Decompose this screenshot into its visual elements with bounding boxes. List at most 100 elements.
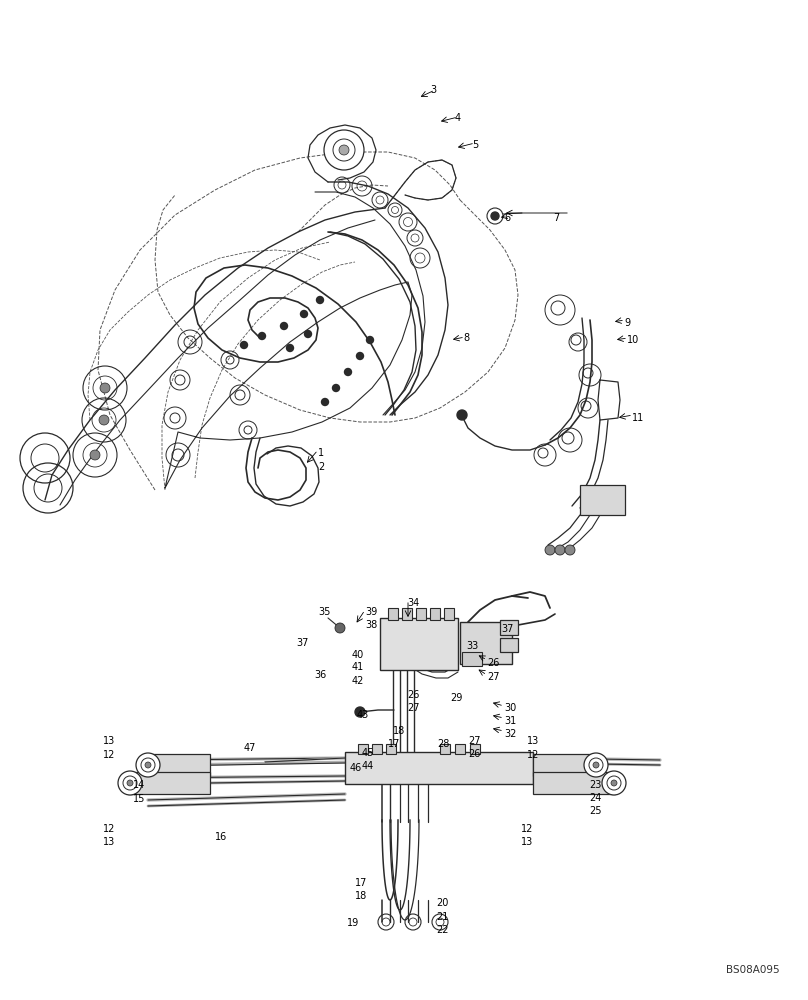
Circle shape: [241, 342, 247, 349]
Bar: [580, 485, 625, 515]
Bar: [388, 608, 398, 620]
Text: 47: 47: [244, 743, 256, 753]
Bar: [462, 652, 482, 666]
Text: 35: 35: [318, 607, 330, 617]
Text: 9: 9: [624, 318, 630, 328]
Circle shape: [333, 384, 339, 391]
Circle shape: [367, 336, 373, 344]
Circle shape: [593, 762, 599, 768]
Circle shape: [287, 344, 293, 352]
Text: 13: 13: [103, 837, 116, 847]
Text: 44: 44: [362, 761, 374, 771]
Circle shape: [90, 450, 100, 460]
Text: 23: 23: [589, 780, 601, 790]
Circle shape: [335, 623, 345, 633]
Text: 27: 27: [468, 736, 481, 746]
Circle shape: [324, 130, 364, 170]
Text: 18: 18: [355, 891, 368, 901]
Bar: [148, 754, 210, 776]
Text: 18: 18: [393, 726, 406, 736]
Circle shape: [118, 771, 142, 795]
Text: 17: 17: [388, 739, 401, 749]
Circle shape: [301, 310, 308, 318]
Circle shape: [555, 545, 565, 555]
Circle shape: [317, 296, 323, 304]
Text: 34: 34: [407, 598, 419, 608]
Text: 30: 30: [504, 703, 516, 713]
Text: 21: 21: [436, 912, 448, 922]
Text: 13: 13: [103, 736, 116, 746]
Bar: [430, 608, 440, 620]
Text: 2: 2: [318, 462, 324, 472]
Bar: [455, 744, 465, 754]
Circle shape: [545, 545, 555, 555]
Text: 31: 31: [504, 716, 516, 726]
Circle shape: [123, 776, 137, 790]
Circle shape: [344, 368, 351, 375]
Text: 13: 13: [521, 837, 533, 847]
Text: 3: 3: [430, 85, 436, 95]
Bar: [444, 608, 454, 620]
Text: 8: 8: [463, 333, 469, 343]
Text: 37: 37: [501, 624, 513, 634]
Circle shape: [99, 415, 109, 425]
Text: 7: 7: [553, 213, 559, 223]
Bar: [470, 744, 480, 754]
Text: 32: 32: [504, 729, 516, 739]
Bar: [460, 622, 512, 664]
Text: 12: 12: [103, 824, 116, 834]
Text: 38: 38: [365, 620, 377, 630]
Text: 19: 19: [347, 918, 360, 928]
Circle shape: [355, 707, 365, 717]
Text: 29: 29: [450, 693, 462, 703]
Text: 4: 4: [455, 113, 461, 123]
Bar: [372, 744, 382, 754]
Text: 33: 33: [466, 641, 478, 651]
Text: 27: 27: [487, 672, 499, 682]
Text: 13: 13: [527, 736, 539, 746]
Bar: [380, 618, 458, 670]
Circle shape: [100, 383, 110, 393]
Text: 46: 46: [350, 763, 362, 773]
Circle shape: [145, 762, 151, 768]
Text: 12: 12: [527, 750, 540, 760]
Text: 6: 6: [504, 213, 510, 223]
Text: 1: 1: [318, 448, 324, 458]
Text: 27: 27: [407, 703, 419, 713]
Text: 20: 20: [436, 898, 448, 908]
Text: 12: 12: [521, 824, 533, 834]
Bar: [402, 608, 412, 620]
Bar: [416, 608, 426, 620]
Circle shape: [333, 139, 355, 161]
Bar: [386, 744, 396, 754]
Circle shape: [491, 212, 499, 220]
Circle shape: [607, 776, 621, 790]
Bar: [533, 754, 598, 776]
Bar: [500, 620, 518, 635]
Circle shape: [141, 758, 155, 772]
Circle shape: [565, 545, 575, 555]
Text: 15: 15: [133, 794, 145, 804]
Text: 37: 37: [296, 638, 309, 648]
Circle shape: [136, 753, 160, 777]
Text: 10: 10: [627, 335, 639, 345]
Circle shape: [457, 410, 467, 420]
Text: 25: 25: [589, 806, 601, 816]
Text: 11: 11: [632, 413, 644, 423]
Circle shape: [305, 330, 312, 338]
Text: 39: 39: [365, 607, 377, 617]
Circle shape: [322, 398, 329, 406]
Circle shape: [339, 145, 349, 155]
Text: 45: 45: [362, 748, 374, 758]
Text: 17: 17: [355, 878, 368, 888]
Text: 42: 42: [352, 676, 364, 686]
Text: 43: 43: [357, 710, 369, 720]
Text: 41: 41: [352, 662, 364, 672]
Circle shape: [356, 353, 364, 360]
Circle shape: [602, 771, 626, 795]
Bar: [440, 744, 450, 754]
Text: 24: 24: [589, 793, 601, 803]
Bar: [345, 752, 533, 784]
Bar: [128, 772, 210, 794]
Bar: [358, 744, 368, 754]
